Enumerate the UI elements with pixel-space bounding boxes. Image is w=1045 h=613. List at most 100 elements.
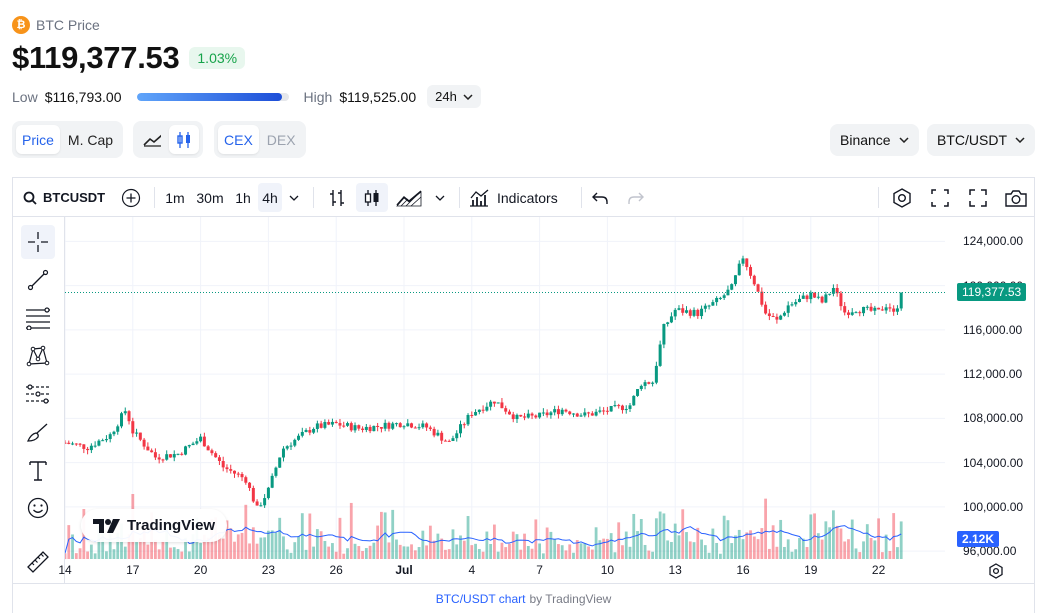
cex-dex-toggle: CEX DEX [214, 121, 306, 158]
candle-body [248, 482, 252, 488]
prediction-icon[interactable] [21, 377, 55, 411]
fib-retracement-icon[interactable] [21, 301, 55, 335]
volume-bar [285, 549, 289, 559]
volume-bar [688, 541, 692, 559]
period-select[interactable]: 24h [427, 85, 481, 108]
volume-bar [440, 538, 444, 559]
interval-dropdown[interactable] [285, 183, 303, 212]
tradingview-logo-icon [93, 518, 120, 533]
ruler-icon[interactable] [21, 545, 55, 579]
exchange-select[interactable]: Binance [830, 124, 919, 156]
volume-bar [97, 526, 101, 559]
candlestick-icon[interactable] [169, 125, 199, 154]
chart-link[interactable]: BTC/USDT chart [435, 592, 526, 606]
candles-icon[interactable] [356, 183, 388, 212]
volume-bar [308, 513, 312, 559]
area-chart-icon[interactable] [393, 183, 425, 212]
interval-1m[interactable]: 1m [165, 189, 185, 206]
pattern-icon[interactable] [21, 339, 55, 373]
candle-body [410, 423, 414, 428]
change-badge: 1.03% [189, 47, 246, 69]
time-tick-label: 14 [58, 563, 72, 577]
candle-body [587, 412, 591, 414]
candle-body [293, 439, 297, 446]
candle-body [319, 423, 323, 428]
expand-icon[interactable] [963, 183, 993, 212]
candle-body [398, 423, 402, 428]
candle-body [481, 409, 485, 411]
pair-select[interactable]: BTC/USDT [927, 124, 1035, 156]
volume-bar [327, 546, 331, 559]
candle-body [383, 422, 387, 429]
candle-body [677, 308, 681, 310]
price-scale[interactable]: 124,000.00120,000.00116,000.00112,000.00… [945, 217, 1035, 560]
dex-tab[interactable]: DEX [266, 131, 296, 148]
fullscreen-icon[interactable] [925, 183, 955, 212]
emoji-icon[interactable] [21, 491, 55, 525]
text-tool-icon[interactable] [21, 453, 55, 487]
volume-bar [775, 546, 779, 559]
chart-type-dropdown[interactable] [431, 183, 449, 212]
candle-body [153, 452, 157, 458]
volume-bar [541, 553, 545, 559]
price-plot[interactable] [65, 217, 945, 560]
settings-icon[interactable] [985, 560, 1007, 582]
candle-body [93, 445, 97, 447]
candle-body [251, 487, 255, 502]
candle-body [285, 446, 289, 449]
interval-1h[interactable]: 1h [235, 189, 251, 206]
interval-4h[interactable]: 4h [258, 183, 282, 212]
volume-bar [839, 528, 843, 559]
candle-body [379, 427, 383, 429]
volume-bar [854, 548, 858, 559]
brush-icon[interactable] [21, 415, 55, 449]
redo-icon[interactable] [623, 183, 649, 212]
volume-bar [353, 543, 357, 559]
candle-body [334, 421, 338, 424]
symbol-search[interactable]: BTCUSDT [23, 183, 105, 212]
tradingview-watermark[interactable]: TradingView [81, 509, 228, 542]
indicators-button[interactable]: Indicators [469, 183, 558, 212]
candle-body [489, 401, 493, 407]
volume-bar [421, 530, 425, 559]
candle-body [259, 505, 263, 507]
candle-body [240, 473, 244, 478]
line-chart-icon[interactable] [137, 125, 167, 154]
candle-body [590, 413, 594, 416]
candle-body [575, 413, 579, 417]
volume-bar [801, 538, 805, 559]
high-value: $119,525.00 [339, 88, 417, 105]
price-tab[interactable]: Price [16, 125, 60, 154]
time-axis[interactable]: 14 17 20 23 26 Jul 4 7 10 13 16 19 22 [58, 560, 945, 582]
mcap-tab[interactable]: M. Cap [67, 131, 114, 148]
cex-tab[interactable]: CEX [218, 125, 259, 154]
volume-bar [877, 518, 880, 559]
candle-body [349, 423, 353, 431]
candle-body [888, 307, 892, 309]
interval-30m[interactable]: 30m [196, 189, 224, 206]
volume-bar [850, 519, 854, 559]
volume-bar [105, 551, 108, 559]
camera-icon[interactable] [1001, 183, 1031, 212]
trend-line-icon[interactable] [21, 263, 55, 297]
undo-icon[interactable] [587, 183, 613, 212]
volume-bar [553, 539, 557, 559]
candle-body [466, 414, 470, 425]
volume-bar [530, 548, 534, 559]
candle-body [707, 305, 711, 307]
candle-body [470, 414, 474, 416]
compare-add-icon[interactable] [117, 183, 145, 212]
volume-bar [820, 539, 824, 559]
volume-bar [86, 551, 89, 559]
volume-bar [575, 540, 579, 559]
chevron-down-icon [289, 195, 299, 201]
bar-chart-icon[interactable] [323, 183, 351, 212]
volume-bar [112, 549, 116, 559]
time-tick-label: 26 [329, 563, 343, 577]
settings-icon[interactable] [887, 183, 917, 212]
candle-body [214, 453, 218, 458]
crosshair-icon[interactable] [21, 225, 55, 259]
volume-bar [560, 545, 564, 559]
time-tick-label: 16 [736, 563, 750, 577]
candle-body [809, 292, 813, 300]
